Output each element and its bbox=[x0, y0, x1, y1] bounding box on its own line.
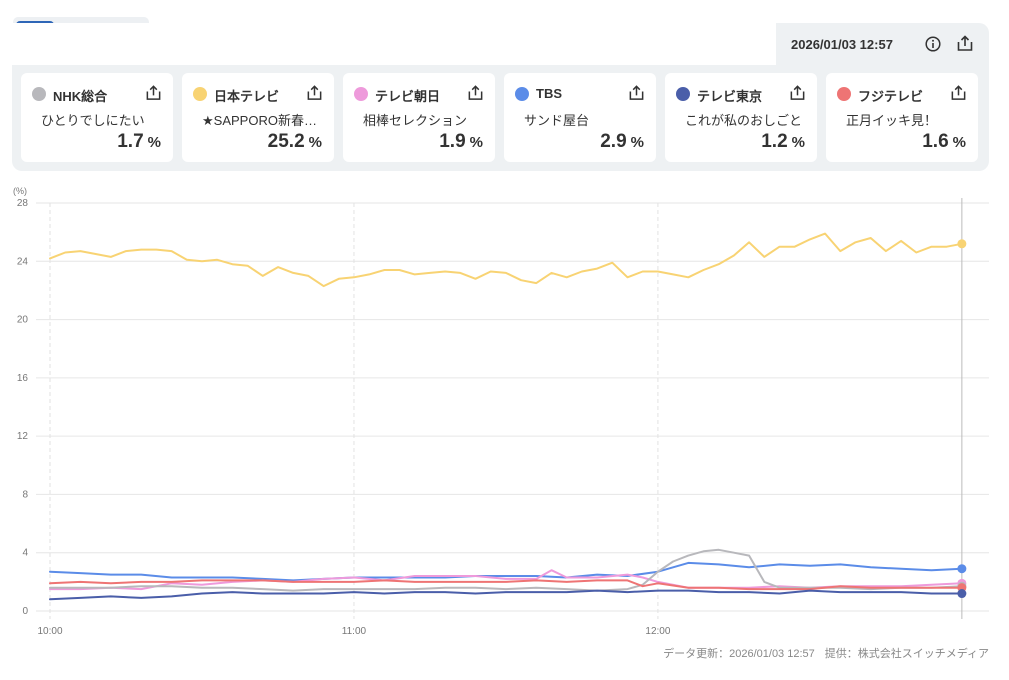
rating-value: 25.2% bbox=[267, 131, 322, 152]
channel-color-dot bbox=[676, 87, 690, 101]
program-title: 正月イッキ見！ bbox=[846, 113, 938, 128]
rating-value: 1.2% bbox=[761, 131, 805, 152]
channel-card-ntv[interactable]: 日本テレビ ★SAPPORO新春箱根駅伝 25.2% bbox=[182, 73, 334, 162]
channel-name: 日本テレビ bbox=[214, 89, 280, 104]
channel-card-fujitv[interactable]: フジテレビ 正月イッキ見！ 1.6% bbox=[826, 73, 978, 162]
channel-card-tbs[interactable]: TBS サンド屋台 2.9% bbox=[504, 73, 656, 162]
y-axis-unit: (%) bbox=[13, 186, 27, 196]
y-tick-label: 24 bbox=[17, 256, 29, 267]
y-tick-label: 8 bbox=[22, 489, 28, 500]
channel-name: NHK総合 bbox=[53, 89, 108, 104]
program-title: これが私のおしごと bbox=[685, 113, 803, 128]
program-title: 相棒セレクション bbox=[363, 113, 468, 128]
data-updated-label: データ更新：2026/01/03 12:57 bbox=[663, 648, 815, 660]
ratings-line-chart: (%) 0 4 8 12 16 20 24 28 10:00 11:00 12:00 bbox=[13, 186, 989, 637]
x-tick-label: 11:00 bbox=[342, 626, 367, 637]
rating-value: 2.9% bbox=[600, 131, 644, 152]
x-tick-label: 12:00 bbox=[645, 626, 670, 637]
share-icon[interactable] bbox=[306, 84, 323, 101]
footer: データ更新：2026/01/03 12:57 提供：株式会社スイッチメディア bbox=[663, 645, 989, 661]
share-icon[interactable] bbox=[789, 84, 806, 101]
channel-name: テレビ朝日 bbox=[375, 89, 441, 104]
channel-color-dot bbox=[837, 87, 851, 101]
program-title: ひとりでしにたい bbox=[41, 113, 145, 128]
channel-name: テレビ東京 bbox=[697, 89, 763, 104]
datetime-box: 2026/01/03 12:57 bbox=[776, 23, 989, 65]
series-end-dot bbox=[957, 589, 967, 599]
share-icon[interactable] bbox=[467, 84, 484, 101]
y-tick-label: 16 bbox=[17, 373, 29, 384]
channel-color-dot bbox=[32, 87, 46, 101]
channel-name: フジテレビ bbox=[858, 89, 924, 104]
series-end-dot bbox=[957, 239, 967, 249]
series-line bbox=[49, 561, 963, 582]
y-tick-label: 12 bbox=[17, 431, 29, 442]
rating-value: 1.9% bbox=[439, 131, 483, 152]
series-line bbox=[49, 232, 963, 288]
y-tick-label: 20 bbox=[17, 315, 29, 326]
rating-value: 1.7% bbox=[117, 131, 161, 152]
channel-card-nhk[interactable]: NHK総合 ひとりでしにたい 1.7% bbox=[21, 73, 173, 162]
channel-color-dot bbox=[193, 87, 207, 101]
data-provider-label: 提供：株式会社スイッチメディア bbox=[824, 648, 989, 660]
y-tick-label: 4 bbox=[22, 548, 28, 559]
share-icon[interactable] bbox=[145, 84, 162, 101]
y-tick-label: 28 bbox=[17, 198, 29, 209]
channel-color-dot bbox=[354, 87, 368, 101]
series-line bbox=[49, 589, 963, 601]
rating-value: 1.6% bbox=[922, 131, 966, 152]
channel-card-tvtokyo[interactable]: テレビ東京 これが私のおしごと 1.2% bbox=[665, 73, 817, 162]
channel-card-tvasahi[interactable]: テレビ朝日 相棒セレクション 1.9% bbox=[343, 73, 495, 162]
series-line bbox=[49, 548, 963, 592]
panel-notch bbox=[12, 23, 776, 65]
channel-name: TBS bbox=[536, 86, 562, 101]
series-line bbox=[49, 579, 963, 591]
program-title: ★SAPPORO新春箱根駅伝 bbox=[202, 113, 320, 128]
channel-cards: NHK総合 ひとりでしにたい 1.7% 日本テレビ ★SAPPORO新春箱根駅伝… bbox=[21, 73, 978, 162]
series-end-dot bbox=[957, 564, 967, 574]
channel-color-dot bbox=[515, 87, 529, 101]
info-icon[interactable] bbox=[925, 36, 941, 52]
y-tick-label: 0 bbox=[22, 606, 28, 617]
datetime-label: 2026/01/03 12:57 bbox=[791, 36, 893, 52]
share-icon[interactable] bbox=[956, 34, 974, 52]
x-tick-label: 10:00 bbox=[37, 626, 62, 637]
program-title: サンド屋台 bbox=[524, 113, 590, 128]
share-icon[interactable] bbox=[628, 84, 645, 101]
share-icon[interactable] bbox=[950, 84, 967, 101]
